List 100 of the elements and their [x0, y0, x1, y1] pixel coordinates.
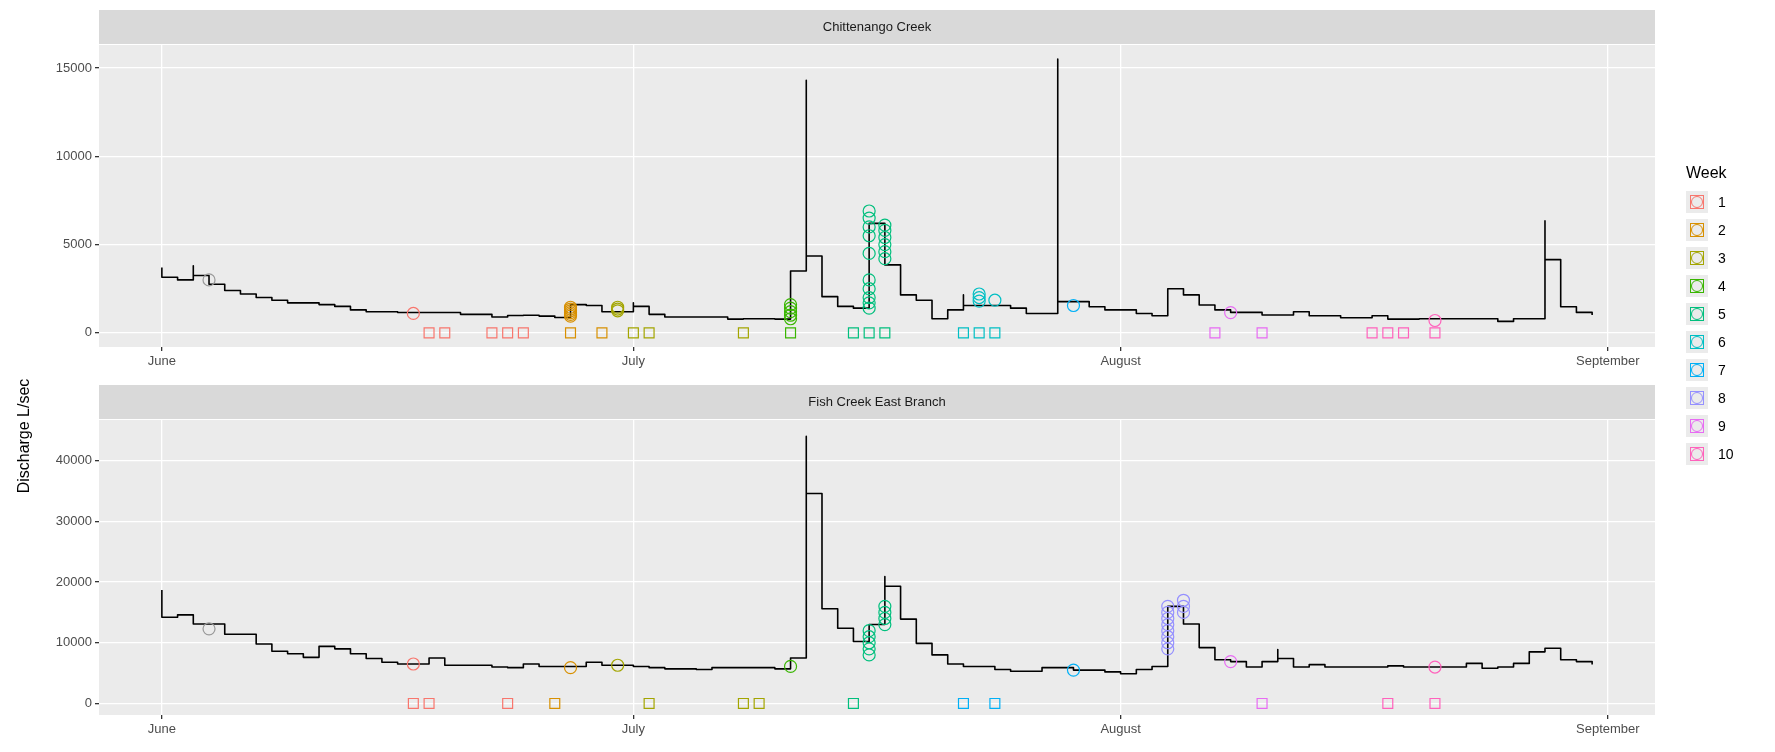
point: [1161, 617, 1175, 632]
point: [862, 630, 876, 644]
legend-label: 7: [1718, 362, 1726, 378]
point: [1161, 611, 1175, 626]
point: [878, 237, 892, 252]
point: [407, 697, 419, 710]
point: [988, 293, 1002, 307]
point: [1397, 327, 1410, 339]
legend-label: 4: [1718, 278, 1726, 294]
point: [862, 296, 876, 310]
point: [1161, 636, 1175, 650]
point: [785, 327, 797, 339]
x-tick-label: June: [147, 721, 176, 737]
point: [1161, 642, 1175, 656]
y-tick-label: 10000: [55, 634, 92, 650]
legend-label: 5: [1718, 306, 1726, 322]
point: [643, 327, 655, 339]
point: [611, 658, 625, 672]
legend-label: 6: [1718, 334, 1726, 350]
point: [627, 327, 639, 339]
point: [1224, 654, 1238, 669]
point: [863, 327, 875, 339]
point: [878, 617, 892, 632]
point: [517, 327, 529, 339]
point: [862, 290, 876, 305]
x-tick-label: June: [147, 353, 176, 369]
point: [973, 327, 985, 339]
point: [862, 648, 876, 662]
point: [564, 327, 577, 339]
point: [847, 697, 859, 710]
y-tick-label: 10000: [55, 147, 92, 163]
point: [862, 636, 876, 650]
point: [862, 642, 876, 656]
point: [406, 306, 420, 321]
point: [1429, 327, 1441, 339]
point: [972, 294, 986, 308]
point: [862, 204, 876, 218]
point: [862, 220, 876, 234]
point: [878, 218, 892, 232]
legend-label: 9: [1718, 418, 1726, 434]
point: [862, 229, 876, 243]
point: [502, 327, 514, 339]
point: [1256, 327, 1268, 339]
x-tick-label: July: [621, 721, 646, 737]
point: [878, 245, 892, 259]
point: [1382, 327, 1394, 339]
point: [1176, 593, 1191, 607]
x-tick-label: September: [1576, 721, 1641, 737]
point: [1066, 663, 1081, 677]
point: [862, 211, 876, 225]
point: [1428, 660, 1442, 674]
point: [1161, 624, 1175, 638]
point: [753, 697, 765, 710]
legend-label: 3: [1718, 250, 1726, 266]
legend-title: Week: [1686, 164, 1728, 182]
point: [1366, 327, 1378, 339]
point: [878, 599, 892, 613]
point: [1161, 605, 1175, 620]
point: [1382, 697, 1394, 710]
point: [423, 697, 435, 710]
point: [1066, 298, 1081, 313]
point: [972, 287, 986, 301]
point: [862, 273, 876, 287]
point: [1176, 599, 1191, 613]
legend-label: 2: [1718, 222, 1726, 238]
x-tick-label: August: [1100, 721, 1142, 737]
point: [1161, 599, 1175, 613]
point: [862, 624, 876, 638]
point: [502, 697, 514, 710]
point: [643, 697, 655, 710]
point: [202, 273, 216, 287]
y-tick-label: 0: [84, 695, 92, 711]
y-axis-title: Discharge L/sec: [15, 378, 33, 494]
point: [783, 312, 798, 326]
point: [862, 246, 876, 260]
point: [549, 697, 561, 710]
point: [1429, 697, 1441, 710]
point: [878, 252, 892, 266]
point: [847, 327, 859, 339]
point: [1176, 605, 1191, 620]
point: [878, 611, 892, 626]
point: [737, 327, 749, 339]
point: [1256, 697, 1268, 710]
point: [1161, 630, 1175, 644]
y-tick-label: 0: [84, 324, 92, 340]
y-tick-label: 15000: [55, 59, 92, 75]
point: [957, 697, 969, 710]
point: [989, 697, 1001, 710]
point: [439, 327, 451, 339]
x-tick-label: August: [1100, 353, 1142, 369]
point: [406, 657, 420, 671]
point: [1209, 327, 1221, 339]
y-tick-label: 5000: [63, 236, 92, 252]
point: [486, 327, 498, 339]
chart-title: Fish Creek East Branch: [808, 393, 946, 409]
point: [737, 697, 749, 710]
point: [878, 605, 892, 620]
chart-title: Chittenango Creek: [822, 18, 932, 34]
point: [1428, 313, 1442, 328]
point: [878, 230, 892, 245]
